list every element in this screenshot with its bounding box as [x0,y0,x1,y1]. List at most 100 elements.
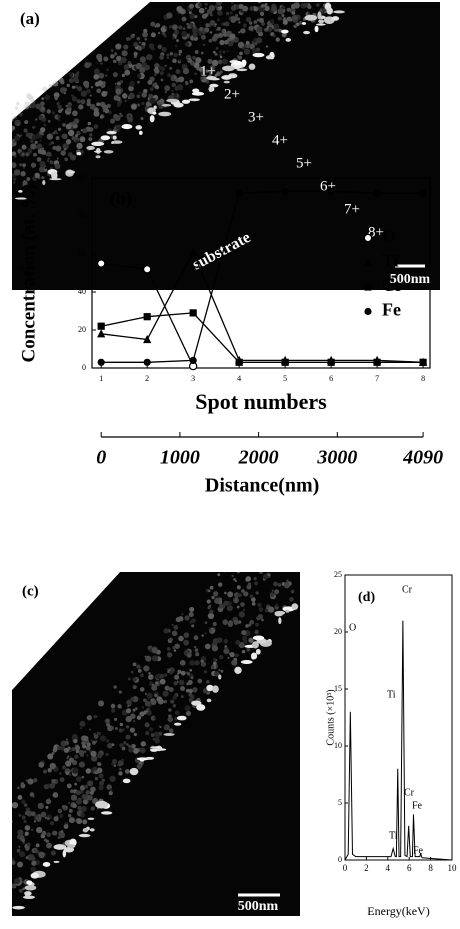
texture-grain [24,831,29,836]
texture-grain [140,116,144,120]
marker [373,189,381,197]
texture-grain [275,37,280,42]
texture-grain [6,821,10,825]
bright-particle [206,684,214,692]
bright-particle [86,145,95,151]
texture-grain [24,811,29,816]
texture-grain [31,856,36,861]
texture-grain [84,61,91,69]
texture-grain [130,670,134,674]
texture-grain [208,4,216,12]
texture-grain [76,142,83,150]
bright-particle [163,733,175,736]
texture-grain [134,707,138,711]
texture-grain [168,728,174,733]
y-tick-label: 20 [334,627,342,636]
texture-grain [118,62,122,66]
texture-grain [198,7,205,14]
texture-grain [37,143,43,149]
x-tick-label: 1 [99,374,103,383]
texture-grain [153,731,159,737]
bright-particle [12,905,25,910]
texture-grain [19,112,23,117]
texture-grain [144,700,151,707]
texture-grain [203,670,208,674]
texture-grain [178,59,181,62]
texture-grain [115,88,122,95]
bright-particle [25,891,29,899]
bright-particle [93,150,102,153]
texture-grain [184,615,190,621]
texture-grain [49,762,56,770]
bright-particle [63,846,75,853]
texture-grain [207,0,210,1]
texture-grain [216,2,223,6]
texture-grain [169,51,174,56]
spot-label: 7+ [344,201,360,217]
texture-grain [33,125,36,129]
texture-grain [207,0,210,1]
texture-grain [99,735,107,742]
texture-grain [267,560,270,563]
texture-grain [7,136,10,139]
texture-grain [197,2,203,7]
texture-grain [167,73,171,78]
texture-grain [224,21,230,27]
y-tick-label: 60 [78,249,86,258]
texture-grain [12,820,13,824]
texture-grain [18,813,22,817]
texture-grain [65,123,72,130]
texture-grain [178,616,184,622]
bright-particle [100,135,111,141]
x2-tick-label: 0 [96,447,106,469]
texture-grain [137,80,140,84]
texture-grain [102,104,109,111]
texture-grain [252,561,254,563]
bright-particle [333,10,345,14]
texture-grain [277,583,282,587]
x-tick-label: 8 [421,374,425,383]
texture-grain [251,597,256,603]
x-axis-title: Energy(keV) [367,904,429,918]
bright-particle [208,86,214,93]
texture-grain [97,731,101,736]
texture-grain [5,143,8,146]
texture-grain [75,790,81,796]
texture-grain [125,715,132,723]
texture-grain [145,655,152,662]
texture-grain [2,841,4,843]
texture-grain [247,582,252,586]
texture-grain [61,804,66,810]
texture-grain [251,602,256,606]
texture-grain [154,66,159,71]
texture-grain [3,820,9,826]
texture-grain [195,652,200,657]
texture-grain [173,681,178,686]
texture-grain [0,125,3,129]
texture-grain [178,679,185,686]
texture-grain [56,101,60,105]
texture-grain [40,127,46,133]
texture-grain [0,842,1,845]
texture-grain [258,572,264,575]
texture-grain [147,79,153,85]
texture-grain [112,72,118,78]
marker [327,358,335,366]
texture-grain [217,32,224,38]
marker [281,187,289,195]
bright-particle [240,659,253,665]
texture-grain [109,775,116,782]
texture-grain [141,101,145,106]
bright-particle [252,641,259,649]
texture-grain [79,720,86,727]
panel-label: (d) [358,590,375,605]
texture-grain [184,41,190,47]
x-tick-label: 2 [145,374,149,383]
texture-grain [229,11,233,15]
texture-grain [136,715,142,720]
texture-grain [127,677,131,681]
texture-grain [224,645,227,648]
texture-grain [272,34,276,38]
x-tick-label: 10 [448,863,458,873]
texture-grain [17,829,24,836]
